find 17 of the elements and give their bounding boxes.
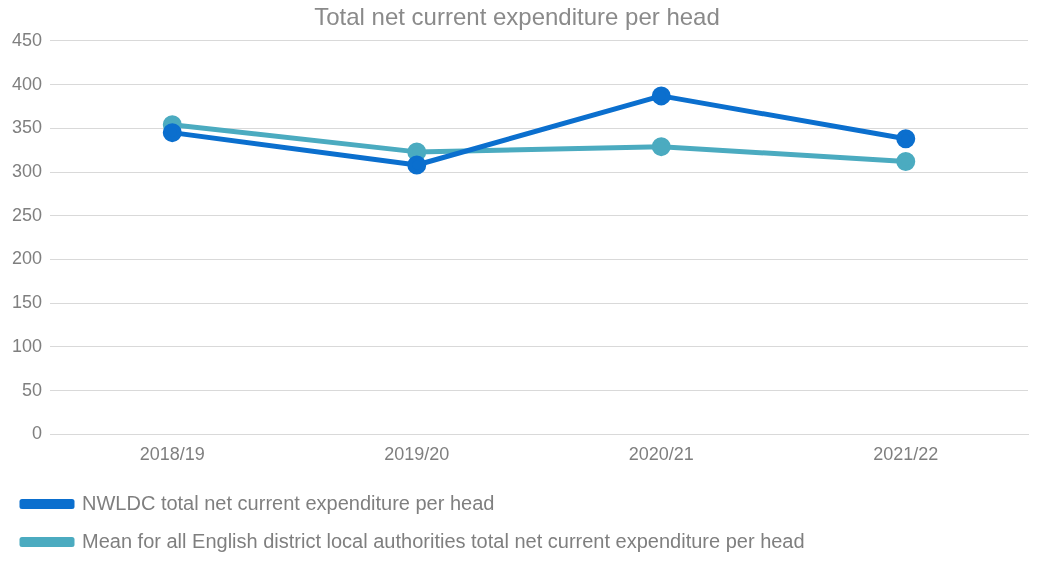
y-tick-label: 350 <box>11 117 43 138</box>
x-tick-label: 2018/19 <box>139 444 205 465</box>
chart-title: Total net current expenditure per head <box>314 3 720 31</box>
y-tick-label: 100 <box>11 335 43 356</box>
legend-label: NWLDC total net current expenditure per head <box>82 491 495 514</box>
x-tick-label: 2019/20 <box>384 444 450 465</box>
legend-label: Mean for all English district local authorities total net current expenditure per head <box>82 529 805 552</box>
y-tick-label: 400 <box>11 73 43 94</box>
y-tick-label: 450 <box>11 29 43 50</box>
y-tick-label: 250 <box>11 204 43 225</box>
y-tick-label: 200 <box>11 248 43 269</box>
y-tick-label: 300 <box>11 160 43 181</box>
x-tick-label: 2020/21 <box>628 444 694 465</box>
y-tick-label: 150 <box>11 292 43 313</box>
y-tick-label: 0 <box>32 423 43 444</box>
y-tick-label: 50 <box>22 379 43 400</box>
x-tick-label: 2021/22 <box>873 444 939 465</box>
